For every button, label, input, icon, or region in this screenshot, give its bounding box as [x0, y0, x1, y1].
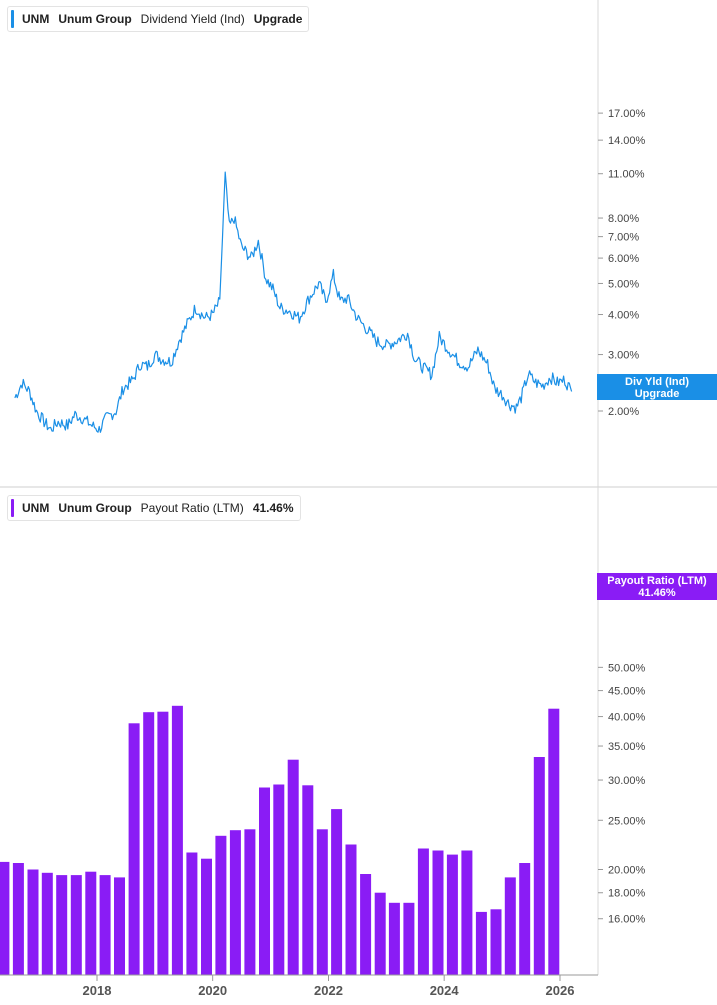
- payout-ratio-bar: [244, 829, 256, 975]
- legend-ticker: UNM: [22, 12, 50, 26]
- payout-ratio-bar: [331, 809, 343, 975]
- bottom-y-tick-label: 25.00%: [608, 815, 646, 827]
- payout-ratio-bar: [403, 902, 415, 975]
- payout-ratio-bar: [504, 877, 516, 975]
- bottom-panel: 50.00% 45.00% 40.00% 35.00% 30.00% 25.00% 20.0…: [0, 487, 646, 975]
- payout-ratio-bar: [519, 863, 531, 975]
- legend-swatch: [11, 499, 14, 517]
- tag-label: Div Yld (Ind): [625, 376, 689, 388]
- legend-value: 41.46%: [252, 501, 294, 515]
- payout-ratio-bar: [157, 711, 169, 975]
- top-y-tick-label: 2.00%: [608, 406, 639, 418]
- legend-metric: Payout Ratio (LTM): [140, 501, 244, 515]
- bottom-y-tick-label: 16.00%: [608, 914, 646, 926]
- payout-ratio-bar: [548, 708, 560, 975]
- tag-value: 41.46%: [638, 587, 676, 599]
- payout-ratio-bar: [171, 705, 183, 975]
- payout-ratio-bar: [388, 902, 400, 975]
- top-y-tick-label: 3.00%: [608, 350, 639, 362]
- bottom-y-tick-label: 50.00%: [608, 662, 646, 674]
- payout-ratio-value-tag: Payout Ratio (LTM) 41.46%: [597, 573, 717, 600]
- payout-ratio-bar: [461, 850, 473, 975]
- payout-ratio-bar: [186, 852, 198, 975]
- payout-ratio-bar: [533, 757, 545, 975]
- legend-company: Unum Group: [58, 12, 132, 26]
- payout-ratio-bar: [0, 861, 10, 975]
- payout-ratio-bar: [316, 829, 328, 975]
- upgrade-link[interactable]: Upgrade: [253, 12, 303, 26]
- dividend-yield-legend: UNM Unum Group Dividend Yield (Ind) Upgr…: [7, 6, 310, 32]
- x-tick-label: 2026: [546, 983, 575, 998]
- payout-ratio-bar: [128, 723, 140, 975]
- payout-ratio-bar: [345, 844, 357, 975]
- bottom-y-tick-label: 35.00%: [608, 741, 646, 753]
- payout-ratio-bar: [490, 909, 502, 975]
- top-y-tick-label: 5.00%: [608, 278, 639, 290]
- top-y-tick-label: 14.00%: [608, 135, 646, 147]
- x-tick-label: 2020: [198, 983, 227, 998]
- top-y-tick-label: 4.00%: [608, 310, 639, 322]
- payout-ratio-bar: [273, 784, 285, 975]
- dividend-yield-line: [14, 171, 573, 433]
- top-y-tick-label: 6.00%: [608, 253, 639, 265]
- top-panel: 17.00% 14.00% 11.00% 8.00% 7.00% 6.00% 5.00% 4.…: [14, 0, 646, 487]
- payout-ratio-bar: [143, 712, 155, 975]
- top-y-tick-label: 8.00%: [608, 213, 639, 225]
- x-tick-label: 2022: [314, 983, 343, 998]
- payout-ratio-bar: [41, 872, 53, 975]
- payout-ratio-bar: [99, 875, 111, 975]
- payout-ratio-bar: [27, 869, 39, 975]
- payout-ratio-bar: [302, 785, 314, 975]
- x-tick-label: 2024: [430, 983, 460, 998]
- tag-label: Payout Ratio (LTM): [607, 575, 707, 587]
- payout-ratio-bar: [475, 911, 487, 975]
- payout-ratio-bar: [70, 875, 82, 975]
- top-y-tick-label: 17.00%: [608, 108, 646, 120]
- legend-metric: Dividend Yield (Ind): [140, 12, 245, 26]
- payout-ratio-bar: [215, 835, 227, 975]
- payout-ratio-bar: [56, 875, 68, 975]
- x-tick-label: 2018: [83, 983, 112, 998]
- payout-ratio-bar: [229, 830, 241, 975]
- payout-ratio-bar: [85, 871, 97, 975]
- top-y-tick-label: 7.00%: [608, 232, 639, 244]
- payout-ratio-bar: [287, 759, 299, 975]
- legend-ticker: UNM: [22, 501, 50, 515]
- payout-ratio-legend: UNM Unum Group Payout Ratio (LTM) 41.46%: [7, 495, 301, 521]
- payout-ratio-bar: [114, 877, 125, 975]
- payout-ratio-bar: [360, 874, 372, 975]
- payout-ratio-bar: [432, 850, 444, 975]
- legend-swatch: [11, 10, 14, 28]
- top-y-axis: 17.00% 14.00% 11.00% 8.00% 7.00% 6.00% 5.00% 4.…: [598, 108, 646, 418]
- payout-ratio-bar: [259, 787, 270, 975]
- tag-value: Upgrade: [634, 388, 680, 400]
- payout-ratio-bar: [12, 863, 24, 975]
- payout-ratio-bar: [417, 848, 429, 975]
- bottom-y-tick-label: 20.00%: [608, 865, 646, 877]
- bottom-y-tick-label: 30.00%: [608, 775, 646, 787]
- dividend-yield-value-tag[interactable]: Div Yld (Ind) Upgrade: [597, 374, 717, 400]
- payout-ratio-bars: [0, 705, 560, 975]
- top-y-tick-label: 11.00%: [608, 169, 645, 181]
- bottom-y-tick-label: 40.00%: [608, 712, 646, 724]
- bottom-y-tick-label: 18.00%: [608, 888, 646, 900]
- x-axis: 2018 2020 2022 2024 2026: [83, 975, 575, 998]
- payout-ratio-bar: [374, 892, 386, 975]
- legend-company: Unum Group: [58, 501, 132, 515]
- payout-ratio-bar: [446, 854, 458, 975]
- payout-ratio-bar: [201, 858, 212, 975]
- bottom-y-tick-label: 45.00%: [608, 686, 646, 698]
- bottom-y-axis: 50.00% 45.00% 40.00% 35.00% 30.00% 25.00% 20.0…: [598, 662, 646, 926]
